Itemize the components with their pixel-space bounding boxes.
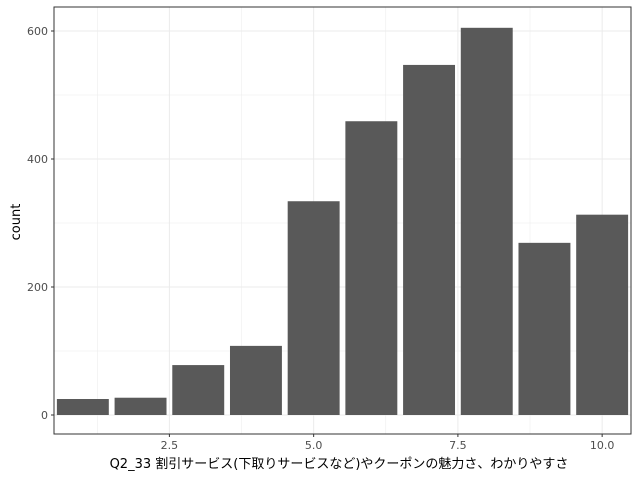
x-axis-title: Q2_33 割引サービス(下取りサービスなど)やクーポンの魅力さ、わかりやすさ [110, 456, 569, 472]
bar [172, 365, 225, 415]
bars [56, 27, 629, 416]
y-axis-title: count [9, 204, 24, 241]
minor-gridlines [54, 7, 631, 434]
bar [403, 64, 456, 416]
panel-border [53, 6, 632, 435]
bar [518, 242, 571, 415]
bar [287, 201, 340, 415]
x-tick-label: 2.5 [161, 439, 179, 452]
axis-ticks [51, 30, 603, 437]
y-tick-label: 0 [41, 409, 48, 422]
bar [576, 214, 629, 415]
y-tick-label: 200 [27, 281, 48, 294]
x-tick-label: 7.5 [449, 439, 467, 452]
y-tick-labels: 0 200 400 600 [27, 25, 48, 422]
bar [56, 399, 109, 415]
bar [460, 27, 513, 416]
x-tick-label: 5.0 [305, 439, 323, 452]
bar [114, 397, 167, 415]
y-tick-label: 400 [27, 153, 48, 166]
x-tick-label: 10.0 [590, 439, 615, 452]
x-tick-labels: 2.5 5.0 7.5 10.0 [161, 439, 615, 452]
bar [229, 345, 282, 415]
bar [345, 121, 398, 416]
y-tick-label: 600 [27, 25, 48, 38]
